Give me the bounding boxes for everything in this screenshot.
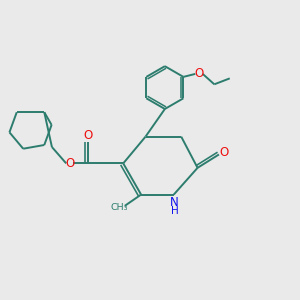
Text: O: O	[65, 157, 74, 170]
Text: H: H	[171, 206, 178, 216]
Text: O: O	[83, 129, 92, 142]
Text: CH₃: CH₃	[110, 203, 128, 212]
Text: O: O	[194, 68, 203, 80]
Text: O: O	[220, 146, 229, 160]
Text: N: N	[170, 196, 179, 209]
